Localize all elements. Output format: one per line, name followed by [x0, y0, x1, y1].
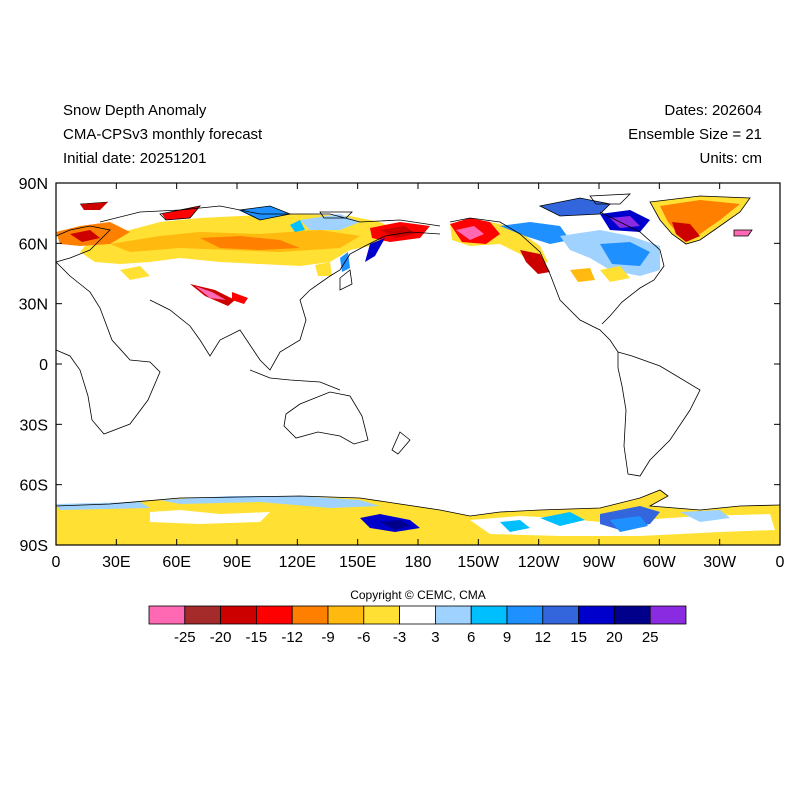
- lon-tick-label: 120W: [518, 554, 561, 571]
- legend-label: -12: [281, 629, 303, 646]
- lon-tick-label: 150E: [339, 554, 376, 571]
- legend-label: -20: [210, 629, 232, 646]
- lat-tick-label: 30S: [20, 417, 48, 434]
- lon-tick-label: 0: [52, 554, 61, 571]
- legend-color-box: [184, 605, 222, 625]
- legend-label: -6: [357, 629, 370, 646]
- forecast-dates: Dates: 202604: [664, 102, 762, 119]
- legend-color-box: [148, 605, 186, 625]
- lat-tick-label: 30N: [19, 297, 48, 314]
- legend-color-box: [649, 605, 687, 625]
- lon-tick-label: 60W: [643, 554, 677, 571]
- legend-label: 15: [570, 629, 587, 646]
- ensemble-size: Ensemble Size = 21: [628, 126, 762, 143]
- lat-tick-label: 90N: [19, 176, 48, 193]
- legend-label: 12: [534, 629, 551, 646]
- legend-color-box: [434, 605, 472, 625]
- lon-tick-label: 0: [776, 554, 785, 571]
- legend-label: -3: [393, 629, 406, 646]
- map-title: Snow Depth Anomaly: [63, 102, 207, 119]
- legend-color-box: [470, 605, 508, 625]
- legend-label: 6: [467, 629, 475, 646]
- legend-color-box: [614, 605, 651, 625]
- coastlines: [55, 193, 753, 477]
- lon-tick-label: 90E: [223, 554, 251, 571]
- legend-color-box: [399, 605, 436, 625]
- units-label: Units: cm: [699, 150, 762, 167]
- model-name: CMA-CPSv3 monthly forecast: [63, 126, 263, 143]
- lat-tick-label: 0: [39, 357, 48, 374]
- legend-label: 20: [606, 629, 623, 646]
- lon-tick-label: 90W: [583, 554, 617, 571]
- lon-tick-label: 180: [405, 554, 432, 571]
- legend-color-box: [363, 605, 400, 625]
- longitude-axis: 0 30E 60E 90E 120E 150E 180 150W 120W 90W 60W 30W 0: [52, 183, 785, 571]
- legend-label: -25: [174, 629, 196, 646]
- legend-color-box: [578, 605, 615, 625]
- lon-tick-label: 60E: [162, 554, 190, 571]
- copyright: Copyright © CEMC, CMA: [350, 588, 486, 602]
- lon-tick-label: 30W: [703, 554, 737, 571]
- initial-date: Initial date: 20251201: [63, 150, 207, 167]
- legend-color-box: [506, 605, 544, 625]
- legend-color-box: [327, 605, 365, 625]
- legend-label: 3: [431, 629, 439, 646]
- legend-color-box: [220, 605, 257, 625]
- latitude-axis: 90N 60N 30N 0 30S 60S 90S: [19, 176, 780, 555]
- legend-color-box: [542, 605, 579, 625]
- lat-tick-label: 60S: [20, 478, 48, 495]
- lon-tick-label: 120E: [279, 554, 316, 571]
- legend-color-box: [255, 605, 293, 625]
- lon-tick-label: 150W: [457, 554, 500, 571]
- legend-label: -15: [246, 629, 268, 646]
- legend-label: 9: [503, 629, 511, 646]
- legend-label: 25: [642, 629, 659, 646]
- legend-label: -9: [321, 629, 334, 646]
- legend-color-box: [291, 605, 329, 625]
- lat-tick-label: 90S: [20, 538, 48, 555]
- lat-tick-label: 60N: [19, 236, 48, 253]
- lon-tick-label: 30E: [102, 554, 130, 571]
